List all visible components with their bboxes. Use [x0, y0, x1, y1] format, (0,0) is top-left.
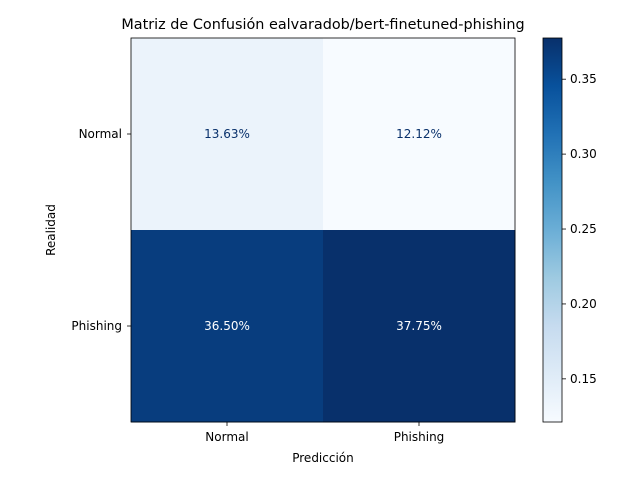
heatmap-cell: [323, 38, 516, 231]
y-tick-label: Phishing: [71, 319, 122, 333]
cell-value-label: 12.12%: [396, 127, 442, 141]
colorbar-tick-label: 0.20: [570, 297, 597, 311]
colorbar-ticks: 0.15 0.20 0.25 0.30 0.35: [562, 72, 597, 386]
y-tick-label: Normal: [79, 127, 122, 141]
heatmap-cells: [131, 38, 516, 423]
heatmap-cell-labels: 13.63% 12.12% 36.50% 37.75%: [204, 127, 442, 333]
cell-value-label: 36.50%: [204, 319, 250, 333]
colorbar-tick-label: 0.35: [570, 72, 597, 86]
heatmap-cell: [323, 230, 516, 423]
x-axis-ticks: Normal Phishing: [205, 422, 444, 444]
x-tick-label: Phishing: [394, 430, 445, 444]
x-axis-label: Predicción: [292, 451, 354, 465]
colorbar-tick-label: 0.25: [570, 222, 597, 236]
heatmap-cell: [131, 38, 324, 231]
x-tick-label: Normal: [205, 430, 248, 444]
colorbar: [542, 37, 563, 423]
cell-value-label: 13.63%: [204, 127, 250, 141]
colorbar-tick-label: 0.15: [570, 372, 597, 386]
heatmap-cell: [131, 230, 324, 423]
cell-value-label: 37.75%: [396, 319, 442, 333]
colorbar-tick-label: 0.30: [570, 147, 597, 161]
plot-frame: [130, 37, 516, 423]
y-axis-label: Realidad: [44, 204, 58, 256]
y-axis-ticks: Normal Phishing: [71, 127, 131, 333]
chart-title: Matriz de Confusión ealvaradob/bert-fine…: [121, 17, 524, 33]
